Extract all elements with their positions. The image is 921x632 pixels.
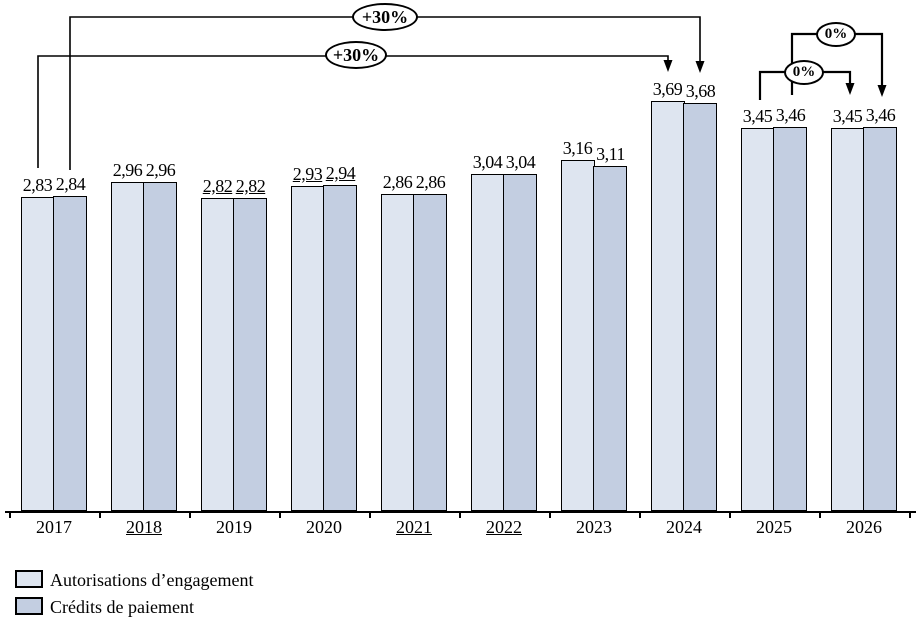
value-label-cp-2022: 3,04 <box>505 152 536 172</box>
x-axis-tick <box>189 511 191 518</box>
x-axis-label-2020: 2020 <box>306 517 342 537</box>
x-axis-tick <box>99 511 101 518</box>
x-axis-label-2024: 2024 <box>666 517 702 537</box>
x-axis-label-2023: 2023 <box>576 517 612 537</box>
bar-ae-2020 <box>291 186 325 511</box>
annotation-oval-cp-30pct: +30% <box>352 3 418 31</box>
x-axis-label-2018: 2018 <box>126 517 162 537</box>
value-label-ae-2023: 3,16 <box>562 138 593 158</box>
arrowhead-2026-ae <box>845 83 855 95</box>
bar-ae-2025 <box>741 128 775 511</box>
value-label-ae-2019: 2,82 <box>202 176 233 196</box>
value-label-cp-2024: 3,68 <box>685 81 716 101</box>
arrowhead-2026-cp <box>877 85 887 97</box>
bar-ae-2018 <box>111 182 145 511</box>
bar-cp-2022 <box>503 174 537 511</box>
value-label-ae-2018: 2,96 <box>112 160 143 180</box>
value-label-ae-2022: 3,04 <box>472 152 503 172</box>
value-label-ae-2020: 2,93 <box>292 164 323 184</box>
legend-swatch-credits <box>15 597 43 615</box>
value-label-ae-2017: 2,83 <box>22 175 53 195</box>
bar-cp-2023 <box>593 166 627 511</box>
value-label-cp-2020: 2,94 <box>325 163 356 183</box>
value-label-cp-2023: 3,11 <box>596 144 625 164</box>
annotation-oval-ae-30pct: +30% <box>325 41 387 69</box>
x-axis-label-2022: 2022 <box>486 517 522 537</box>
annotation-line-cp-30pct <box>69 16 701 170</box>
arrowhead-2024-cp <box>695 61 705 73</box>
bar-cp-2021 <box>413 194 447 511</box>
x-axis-label-2021: 2021 <box>396 517 432 537</box>
bar-cp-2020 <box>323 185 357 511</box>
legend-swatch-autorisations <box>15 570 43 588</box>
x-axis-label-2026: 2026 <box>846 517 882 537</box>
annotation-oval-ae-0pct: 0% <box>784 60 824 85</box>
bar-ae-2022 <box>471 174 505 511</box>
x-axis-tick <box>459 511 461 518</box>
value-label-cp-2019: 2,82 <box>235 176 266 196</box>
bar-cp-2024 <box>683 103 717 511</box>
bar-ae-2019 <box>201 198 235 511</box>
value-label-ae-2026: 3,45 <box>832 106 863 126</box>
value-label-cp-2018: 2,96 <box>145 160 176 180</box>
bar-cp-2019 <box>233 198 267 511</box>
value-label-cp-2025: 3,46 <box>775 105 806 125</box>
annotation-line-ae-30pct <box>37 55 669 168</box>
x-axis-tick <box>549 511 551 518</box>
x-axis-tick <box>639 511 641 518</box>
x-axis-tick <box>279 511 281 518</box>
arrowhead-2024-ae <box>663 60 673 72</box>
x-axis-tick <box>909 511 911 518</box>
x-axis-label-2017: 2017 <box>36 517 72 537</box>
legend-label-autorisations: Autorisations d’engagement <box>50 570 254 590</box>
x-axis-label-2025: 2025 <box>756 517 792 537</box>
bar-cp-2025 <box>773 127 807 511</box>
bar-cp-2018 <box>143 182 177 511</box>
value-label-ae-2024: 3,69 <box>652 79 683 99</box>
value-label-ae-2025: 3,45 <box>742 106 773 126</box>
legend-label-credits: Crédits de paiement <box>50 597 194 617</box>
value-label-cp-2026: 3,46 <box>865 105 896 125</box>
value-label-cp-2021: 2,86 <box>415 172 446 192</box>
x-axis-label-2019: 2019 <box>216 517 252 537</box>
x-axis-tick <box>9 511 11 518</box>
x-axis-tick <box>729 511 731 518</box>
bar-cp-2026 <box>863 127 897 511</box>
value-label-cp-2017: 2,84 <box>55 174 86 194</box>
x-axis-tick <box>819 511 821 518</box>
annotation-oval-cp-0pct: 0% <box>816 22 856 47</box>
x-axis-tick <box>369 511 371 518</box>
value-label-ae-2021: 2,86 <box>382 172 413 192</box>
bar-cp-2017 <box>53 196 87 511</box>
